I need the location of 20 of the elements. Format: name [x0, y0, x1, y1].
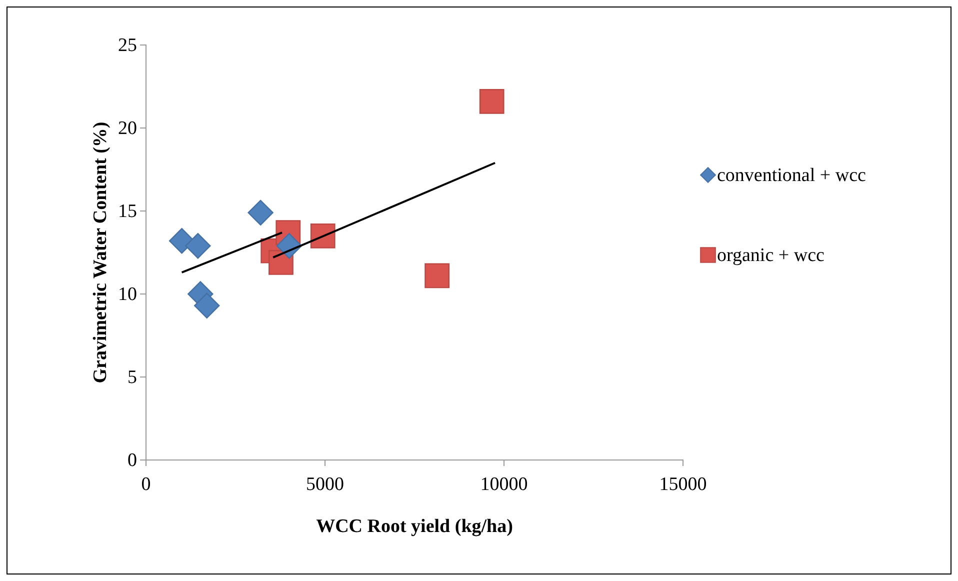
y-tick-label: 20	[118, 118, 137, 140]
y-tick-label: 15	[118, 201, 137, 222]
x-tick-label: 0	[141, 474, 151, 495]
x-axis-title: WCC Root yield (kg/ha)	[316, 516, 513, 537]
x-tick-label: 10000	[480, 474, 528, 495]
y-tick-label: 25	[118, 35, 137, 56]
y-tick-label: 0	[128, 450, 137, 472]
point	[310, 223, 336, 248]
x-tick-label: 15000	[659, 474, 707, 495]
y-tick-label: 10	[118, 284, 137, 306]
point	[185, 233, 211, 259]
y-tick-label: 5	[128, 367, 137, 388]
point	[424, 263, 450, 288]
legend-label: organic + wcc	[717, 245, 824, 266]
point	[479, 89, 504, 114]
legend-label: conventional + wcc	[717, 165, 866, 186]
point	[194, 292, 220, 318]
x-tick-label: 5000	[306, 474, 344, 495]
point	[248, 200, 274, 226]
y-axis-title: Gravimetric Water Content (%)	[90, 122, 111, 384]
